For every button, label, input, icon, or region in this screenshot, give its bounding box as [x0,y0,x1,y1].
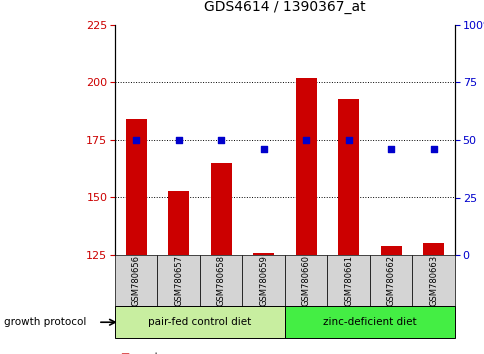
Text: GSM780656: GSM780656 [132,255,140,306]
Point [344,137,352,143]
Text: pair-fed control diet: pair-fed control diet [148,317,251,327]
Point [387,146,394,152]
Text: GDS4614 / 1390367_at: GDS4614 / 1390367_at [204,0,365,15]
Bar [168,190,189,255]
Text: GSM780663: GSM780663 [428,255,438,306]
Bar [369,255,412,307]
Text: GSM780661: GSM780661 [344,255,352,306]
Bar [115,255,157,307]
Text: growth protocol: growth protocol [3,317,86,327]
Bar [327,255,369,307]
Bar [422,244,443,255]
Bar [242,255,285,307]
Bar [380,246,401,255]
Bar [125,119,147,255]
Bar [157,255,199,307]
Point [175,137,182,143]
Bar [115,307,285,338]
Point [132,137,140,143]
Bar [337,99,359,255]
Bar [295,78,316,255]
Point [259,146,267,152]
Bar [285,255,327,307]
Text: GSM780659: GSM780659 [259,255,268,306]
Point [429,146,437,152]
Bar [412,255,454,307]
Bar [253,253,274,255]
Text: GSM780660: GSM780660 [301,255,310,306]
Text: GSM780658: GSM780658 [216,255,225,306]
Text: GSM780657: GSM780657 [174,255,183,306]
Point [302,137,309,143]
Bar [210,163,231,255]
Point [217,137,225,143]
Bar [199,255,242,307]
Bar [285,307,454,338]
Text: ■: ■ [120,352,129,354]
Text: GSM780662: GSM780662 [386,255,395,306]
Text: zinc-deficient diet: zinc-deficient diet [322,317,416,327]
Text: count: count [132,352,159,354]
